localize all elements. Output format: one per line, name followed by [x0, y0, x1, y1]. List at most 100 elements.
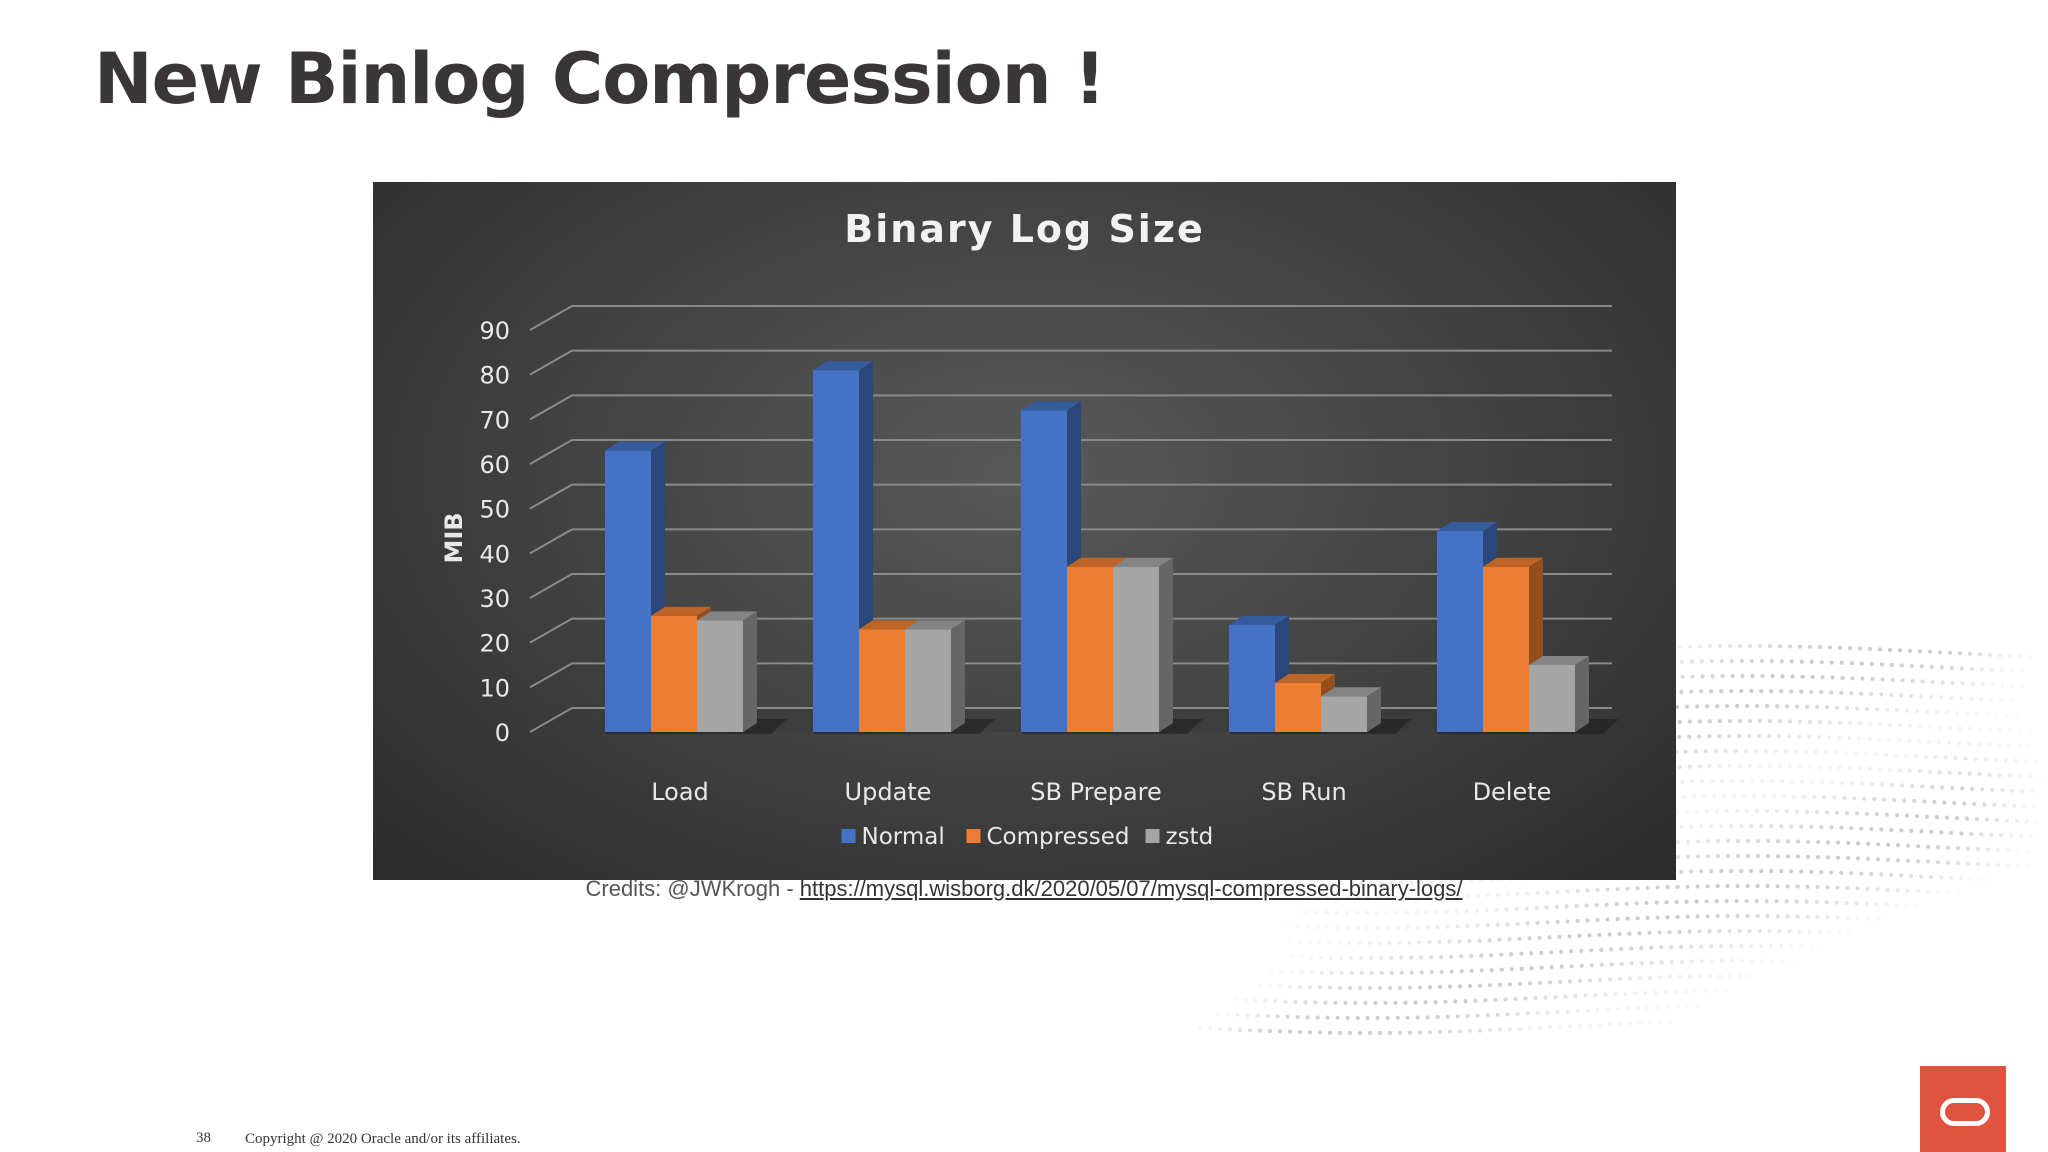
decor-dot: [1467, 983, 1473, 989]
decor-dot: [2002, 803, 2007, 808]
decor-dot: [1889, 692, 1894, 698]
decor-dot: [1929, 694, 1934, 699]
decor-dot: [1877, 722, 1882, 727]
bar: [697, 611, 757, 732]
decor-dot: [1927, 649, 1933, 654]
decor-dot: [1625, 886, 1630, 891]
decor-dot: [1605, 1007, 1610, 1012]
decor-dot: [1489, 968, 1494, 973]
decor-dot: [1814, 809, 1820, 815]
decor-dot: [1494, 907, 1499, 912]
y-tick-label: 0: [495, 719, 510, 747]
decor-dot: [1887, 722, 1892, 727]
decor-dot: [2020, 683, 2025, 689]
decor-dot: [1859, 661, 1864, 666]
decor-dot: [1717, 929, 1722, 934]
decor-dot: [1939, 830, 1944, 835]
decor-dot: [1720, 674, 1725, 679]
decor-dot: [1830, 780, 1835, 785]
decor-dot: [1700, 674, 1705, 679]
decor-dot: [2027, 774, 2032, 779]
decor-dot: [1683, 749, 1688, 754]
decor-dot: [1429, 880, 1434, 885]
decor-dot: [1539, 950, 1544, 955]
decor-dot: [1287, 939, 1292, 944]
decor-dot: [1970, 786, 1975, 791]
decor-dot: [1949, 830, 1954, 835]
decor-dot: [1689, 944, 1694, 949]
decor-dot: [1802, 794, 1807, 799]
decor-dot: [1709, 824, 1714, 829]
decor-dot: [1900, 678, 1905, 683]
decor-dot: [1819, 870, 1824, 875]
decor-dot: [1754, 808, 1760, 814]
decor-dot: [1734, 808, 1740, 814]
decor-dot: [1647, 930, 1652, 935]
decor-dot: [1669, 945, 1674, 950]
decor-dot: [1434, 909, 1439, 915]
decor-dot: [1687, 734, 1692, 739]
decor-dot: [1824, 810, 1830, 815]
decor-dot: [2010, 788, 2015, 793]
decor-dot: [1433, 999, 1438, 1005]
decor-dot: [1815, 884, 1820, 890]
decor-dot: [1680, 674, 1685, 679]
decor-dot: [1905, 858, 1911, 863]
decor-dot: [1987, 742, 1992, 747]
decor-dot: [1355, 895, 1360, 901]
decor-dot: [1830, 675, 1835, 680]
decor-dot: [1729, 943, 1734, 949]
decor-dot: [2027, 729, 2032, 734]
decor-dot: [1707, 764, 1712, 769]
decor-dot: [1569, 964, 1574, 969]
decor-dot: [1749, 943, 1754, 949]
decor-dot: [1755, 913, 1760, 919]
decor-dot: [1517, 1026, 1523, 1031]
decor-dot: [1667, 930, 1672, 935]
decor-dot: [1253, 998, 1258, 1003]
bar-top: [1529, 656, 1589, 665]
decor-dot: [1942, 800, 1947, 805]
decor-dot: [1970, 681, 1975, 686]
decor-dot: [1557, 1024, 1563, 1029]
decor-dot: [1925, 859, 1931, 864]
decor-dot: [1855, 886, 1860, 891]
decor-dot: [1537, 935, 1542, 940]
decor-dot: [1680, 779, 1685, 784]
decor-dot: [1475, 923, 1480, 928]
decor-dot: [2017, 773, 2022, 779]
decor-dot: [1837, 645, 1843, 650]
decor-dot: [1513, 996, 1518, 1002]
decor-dot: [1907, 768, 1912, 773]
decor-dot: [1877, 647, 1883, 652]
decor-dot: [1449, 969, 1454, 974]
decor-dot: [1849, 661, 1854, 666]
credits-link[interactable]: https://mysql.wisborg.dk/2020/05/07/mysq…: [799, 876, 1463, 901]
decor-dot: [2007, 773, 2012, 778]
decor-dot: [1633, 991, 1638, 996]
decor-dot: [1567, 1024, 1573, 1029]
decor-dot: [1795, 854, 1801, 859]
bar-side: [1575, 656, 1589, 732]
decor-dot: [1949, 695, 1954, 700]
decor-dot: [1875, 887, 1880, 892]
decor-dot: [1395, 895, 1400, 900]
decor-dot: [2019, 833, 2024, 839]
decor-dot: [1682, 794, 1687, 799]
decor-dot: [1892, 797, 1897, 803]
decor-dot: [1989, 877, 1994, 882]
decor-dot: [1587, 933, 1592, 938]
decor-dot: [1577, 933, 1582, 938]
decor-dot: [1897, 738, 1902, 743]
decor-dot: [1863, 751, 1868, 756]
decor-dot: [1779, 824, 1784, 829]
decor-dot: [1669, 959, 1674, 965]
gridline-depth: [529, 707, 573, 733]
decor-dot: [1893, 753, 1898, 758]
decor-dot: [1563, 994, 1568, 999]
decor-dot: [2009, 698, 2014, 703]
decor-dot: [1805, 884, 1810, 889]
decor-dot: [1819, 945, 1824, 950]
decor-dot: [1465, 923, 1470, 929]
decor-dot: [2010, 683, 2015, 688]
